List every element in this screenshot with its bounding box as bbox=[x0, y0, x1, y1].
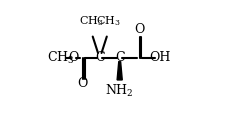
Text: C: C bbox=[114, 51, 124, 64]
Text: $\mathregular{NH_2}$: $\mathregular{NH_2}$ bbox=[105, 82, 134, 99]
Text: $\mathregular{CH_3}$: $\mathregular{CH_3}$ bbox=[79, 15, 104, 28]
Text: O: O bbox=[134, 23, 144, 36]
Text: $\mathregular{CH_3}$: $\mathregular{CH_3}$ bbox=[47, 50, 74, 66]
Text: $\mathregular{CH_3}$: $\mathregular{CH_3}$ bbox=[95, 15, 120, 28]
Polygon shape bbox=[117, 62, 122, 80]
Text: C: C bbox=[95, 51, 104, 64]
Text: O: O bbox=[77, 77, 87, 90]
Text: O: O bbox=[68, 51, 78, 64]
Text: OH: OH bbox=[148, 51, 169, 64]
